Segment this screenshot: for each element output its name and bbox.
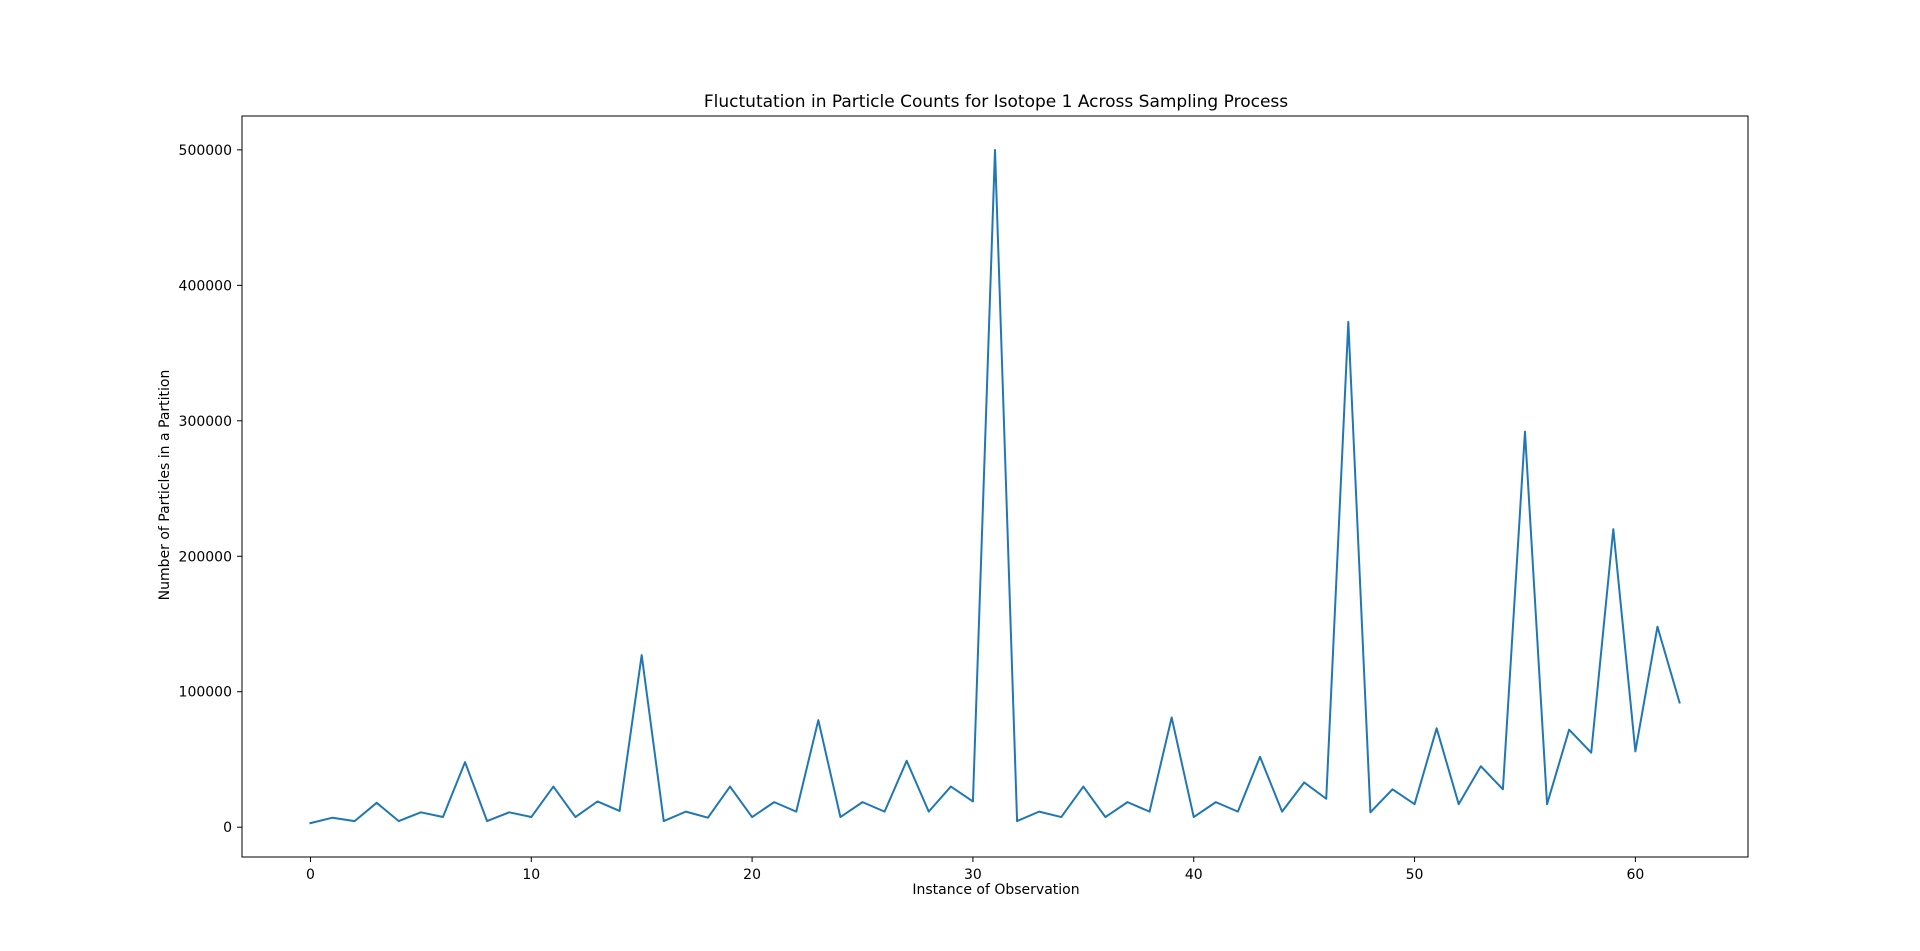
axes-frame xyxy=(241,115,1749,858)
y-tick-label: 400000 xyxy=(179,278,232,294)
y-tick-label: 300000 xyxy=(179,414,232,430)
y-tick-label: 100000 xyxy=(179,685,232,701)
plot-area: 0 10 20 30 40 50 60 0 100000 200000 300000 400000 50… xyxy=(179,115,1749,883)
series-line-0 xyxy=(309,148,1681,825)
y-axis-label: Number of Particles in a Partition xyxy=(157,370,173,601)
chart-title: Fluctutation in Particle Counts for Isot… xyxy=(704,92,1288,112)
x-tick-label: 0 xyxy=(306,867,315,883)
x-tick-label: 60 xyxy=(1626,867,1644,883)
y-tick-label: 500000 xyxy=(179,143,232,159)
y-tick-label: 200000 xyxy=(179,549,232,565)
x-tick-label: 10 xyxy=(522,867,540,883)
x-tick-label: 50 xyxy=(1406,867,1424,883)
x-axis-label: Instance of Observation xyxy=(912,882,1079,898)
x-tick-label: 40 xyxy=(1185,867,1203,883)
x-tick-label: 30 xyxy=(964,867,982,883)
x-tick-label: 20 xyxy=(743,867,761,883)
y-tick-label: 0 xyxy=(223,820,232,836)
